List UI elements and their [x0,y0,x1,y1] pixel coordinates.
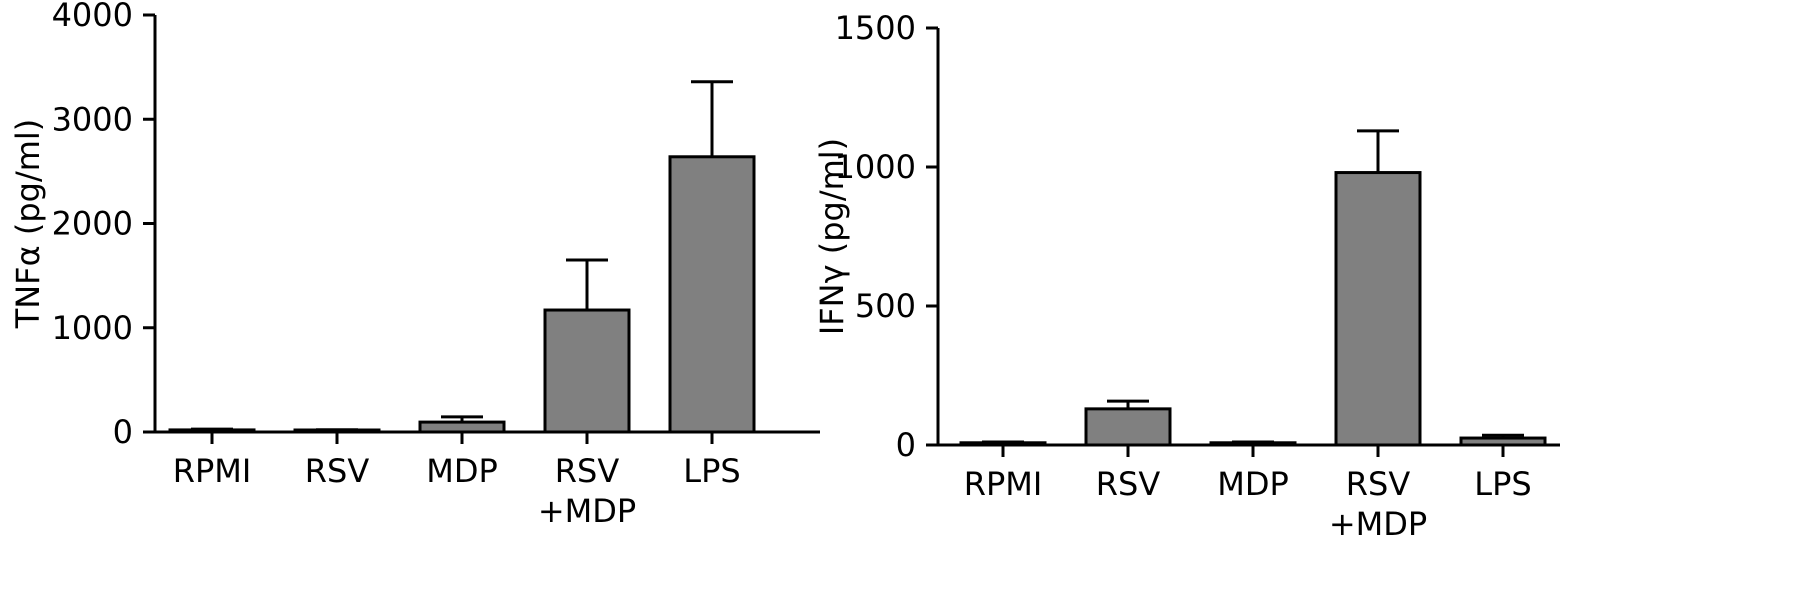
tnfa-chart: 0 1000 2000 3000 4000 TNFα (pg/ml) RPMI RSV MDP R… [9,0,820,530]
bar [1084,407,1172,447]
bar [543,308,631,434]
x-tick-label: +MDP [1329,505,1427,543]
y-tick-label: 0 [113,413,133,451]
y-tick-label: 500 [855,287,916,325]
y-tick-label: 1000 [52,309,133,347]
x-tick-label: RPMI [964,465,1043,503]
x-tick-label: RPMI [173,452,252,490]
bar [1334,171,1422,447]
bar [418,420,506,434]
x-tick-label: LPS [683,452,740,490]
y-tick-label: 2000 [52,205,133,243]
x-tick-label: LPS [1474,465,1531,503]
x-tick-label: RSV [305,452,370,490]
x-tick-label: RSV [1096,465,1161,503]
x-tick-label: +MDP [538,492,636,530]
y-tick-label: 1500 [835,9,916,47]
bar [1459,436,1547,447]
y-tick-label: 1000 [835,148,916,186]
x-tick-label: MDP [1217,465,1289,503]
x-tick-label: RSV [1346,465,1411,503]
y-tick-label: 3000 [52,100,133,138]
x-tick-label: RSV [555,452,620,490]
y-axis-title: IFNγ (pg/ml) [813,138,851,335]
bar [668,155,756,434]
y-tick-label: 0 [896,426,916,464]
y-axis-title: TNFα (pg/ml) [9,119,47,330]
y-tick-label: 4000 [52,0,133,34]
x-tick-label: MDP [426,452,498,490]
